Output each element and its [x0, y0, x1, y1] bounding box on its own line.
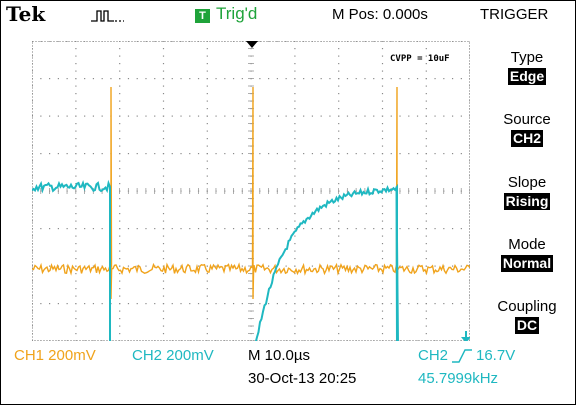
- pulse-icon: [91, 10, 124, 22]
- menu-source-value: CH2: [510, 130, 543, 147]
- menu-title: TRIGGER: [480, 6, 549, 23]
- trigger-frequency: 45.7999kHz: [418, 370, 499, 387]
- waveform-display: CVPP = 10uF 2: [32, 41, 470, 341]
- trigger-status-text: Trig'd: [216, 4, 258, 23]
- menu-source-label: Source: [503, 111, 551, 128]
- ch2-trace: [32, 179, 399, 341]
- menu-slope-value: Rising: [503, 193, 551, 210]
- trigger-status-icon: T: [195, 9, 210, 23]
- menu-coupling-value: DC: [514, 317, 540, 334]
- menu-mode-label: Mode: [508, 236, 546, 253]
- top-status-bar: Tek T Trig'd M Pos: 0.000s TRIGGER: [0, 0, 576, 38]
- rising-edge-icon: [452, 349, 472, 363]
- horizontal-position: M Pos: 0.000s: [332, 6, 428, 23]
- bottom-status-bar: CH1 200mV CH2 200mV M 10.0µs CH2 16.7V 3…: [0, 343, 576, 393]
- menu-mode-value: Normal: [500, 255, 554, 272]
- menu-type-label: Type: [510, 49, 544, 66]
- capacitance-annotation: CVPP = 10uF: [390, 54, 450, 64]
- trigger-source: CH2: [418, 347, 449, 364]
- menu-source[interactable]: Source CH2: [481, 111, 573, 148]
- ch2-scale: CH2 200mV: [132, 347, 214, 364]
- brand-logo: Tek: [6, 2, 46, 26]
- graticule: [32, 41, 470, 341]
- down-arrow-icon: [246, 41, 258, 48]
- menu-slope-label: Slope: [507, 174, 547, 191]
- trigger-level: 16.7V: [476, 347, 516, 364]
- menu-type[interactable]: Type Edge: [481, 49, 573, 86]
- menu-mode[interactable]: Mode Normal: [481, 236, 573, 273]
- menu-slope[interactable]: Slope Rising: [481, 174, 573, 211]
- menu-coupling[interactable]: Coupling DC: [481, 298, 573, 335]
- ch1-scale: CH1 200mV: [14, 347, 96, 364]
- menu-coupling-label: Coupling: [497, 298, 557, 315]
- menu-type-value: Edge: [507, 68, 547, 85]
- date-time: 30-Oct-13 20:25: [248, 370, 357, 387]
- trigger-level-marker: [461, 331, 470, 341]
- timebase: M 10.0µs: [248, 347, 310, 364]
- trigger-menu: Type Edge Source CH2 Slope Rising Mode N…: [481, 41, 573, 351]
